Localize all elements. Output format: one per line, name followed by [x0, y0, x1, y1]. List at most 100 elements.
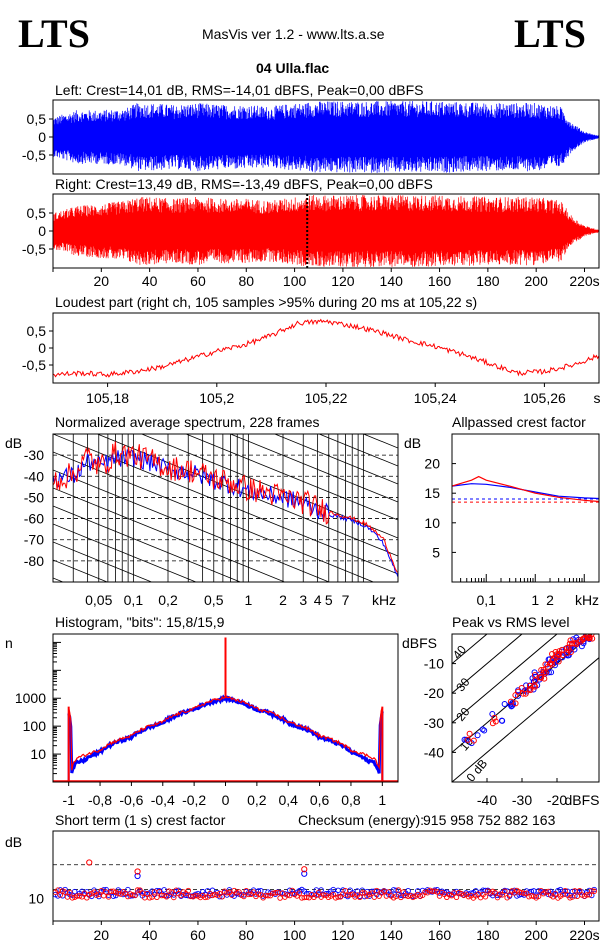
short-term-crest-outlier-left: [134, 872, 141, 880]
short-term-crest-xtick-label: 20: [94, 927, 110, 943]
short-term-crest-point-right: [146, 895, 153, 901]
short-term-crest-point-right: [398, 894, 404, 901]
short-term-crest-point-right: [499, 892, 506, 898]
peak-vs-rms-point-right: [466, 730, 473, 737]
short-term-crest-xtick-label: 200: [525, 927, 549, 943]
right-waveform-xtick-label: 160: [428, 273, 452, 289]
avg-spectrum-ytick-label: -60: [24, 511, 44, 527]
short-term-crest-point-left: [125, 886, 131, 893]
right-waveform-xtick-label: 60: [190, 273, 206, 289]
short-term-crest-point-right: [316, 889, 322, 896]
short-term-crest-xtick-label: 100: [283, 927, 307, 943]
peak-vs-rms-ytick-label: -40: [424, 744, 444, 760]
short-term-crest-point-right: [284, 892, 291, 898]
short-term-crest-xtick-label: 180: [476, 927, 500, 943]
avg-spectrum-slope: [53, 290, 398, 430]
short-term-crest-point-right: [219, 893, 225, 900]
short-term-crest-point-right: [482, 893, 489, 900]
short-term-crest-point-right: [144, 890, 150, 897]
short-term-crest-point-right: [373, 887, 380, 894]
short-term-crest-point-right: [453, 894, 460, 901]
short-term-crest-point-left: [482, 887, 489, 894]
peak-vs-rms-ytick-label: -10: [424, 656, 444, 672]
short-term-crest-point-left: [441, 889, 448, 896]
histogram-xtick-label: -1: [62, 792, 75, 808]
peak-vs-rms-point-right: [515, 688, 522, 695]
short-term-crest-point-right: [168, 889, 175, 895]
short-term-crest-point-right: [296, 890, 303, 896]
short-term-crest-point-right: [395, 887, 402, 893]
avg-spectrum-slope: [53, 487, 286, 582]
peak-vs-rms-xtick-label: -20: [547, 792, 567, 808]
right-waveform-xtick-label: 140: [380, 273, 404, 289]
short-term-crest-point-right: [369, 890, 375, 896]
allpassed-crest-ytick-label: 10: [424, 515, 440, 531]
short-term-crest-point-right: [521, 890, 527, 897]
short-term-crest-point-left: [303, 890, 310, 897]
short-term-crest-point-right: [129, 892, 136, 898]
allpassed-crest-ylabel: dB: [404, 435, 421, 451]
short-term-crest-point-right: [589, 888, 595, 894]
histogram-ytick-label: 10: [30, 746, 46, 762]
allpassed-crest-title: Allpassed crest factor: [452, 414, 586, 430]
short-term-crest-point-right: [320, 892, 327, 898]
loudest-part-xtick-label: 105,24: [414, 390, 457, 406]
peak-vs-rms-diagonal: [452, 634, 558, 724]
loudest-part-ytick-label: 0,5: [27, 323, 47, 339]
short-term-crest-point-right: [76, 893, 83, 899]
avg-spectrum-line-right: [52, 441, 399, 573]
allpassed-crest-ytick-label: 15: [424, 485, 440, 501]
peak-vs-rms-point-left: [461, 736, 468, 743]
avg-spectrum-xtick-label: 5: [325, 592, 333, 608]
left-waveform-group: [52, 101, 599, 173]
checksum-label: Checksum (energy):: [298, 812, 425, 828]
peak-vs-rms-frame: [451, 633, 600, 783]
histogram-xtick-label: 0,4: [278, 792, 298, 808]
peak-vs-rms-point-left: [530, 686, 537, 693]
avg-spectrum-ytick-label: -40: [24, 468, 44, 484]
right-waveform-xtick-label: 220s: [569, 273, 599, 289]
peak-vs-rms-point-right: [492, 718, 499, 725]
avg-spectrum-ytick-label: -80: [24, 553, 44, 569]
avg-spectrum-xtick-label: 3: [299, 592, 307, 608]
short-term-crest-point-right: [562, 887, 568, 894]
peak-vs-rms-point-left: [499, 717, 506, 724]
avg-spectrum-slope: [53, 469, 331, 582]
histogram-xtick-label: 0,8: [341, 792, 361, 808]
short-term-crest-point-left: [340, 887, 346, 893]
short-term-crest-ylabel: dB: [5, 834, 22, 850]
peak-vs-rms-point-right: [489, 720, 496, 727]
peak-vs-rms-point-right: [565, 644, 572, 651]
short-term-crest-point-right: [224, 889, 230, 896]
peak-vs-rms-xtick-label: -40: [477, 792, 497, 808]
histogram-xtick-label: 0: [222, 792, 230, 808]
short-term-crest-xtick-label: 160: [428, 927, 452, 943]
short-term-crest-point-right: [93, 892, 100, 898]
loudest-part-xtick-label: 105,26: [523, 390, 566, 406]
short-term-crest-xtick-label: 140: [380, 927, 404, 943]
short-term-crest-point-right: [115, 890, 121, 897]
peak-vs-rms-diagonal: [452, 634, 488, 665]
peak-vs-rms-point-right: [491, 714, 498, 721]
allpassed-crest-line-right: [451, 475, 600, 503]
peak-vs-rms-point-right: [540, 666, 547, 673]
avg-spectrum-slope: [53, 434, 398, 575]
avg-spectrum-grid: [52, 434, 399, 582]
short-term-crest-outlier-left: [301, 870, 308, 877]
peak-vs-rms-point-right: [532, 683, 539, 690]
peak-vs-rms-point-right: [549, 657, 556, 664]
short-term-crest-point-right: [98, 887, 105, 894]
short-term-crest-point-right: [202, 894, 208, 901]
loudest-part-line: [52, 318, 600, 378]
peak-vs-rms-diagonal: [452, 634, 593, 754]
peak-vs-rms-point-left: [523, 682, 530, 689]
peak-vs-rms-title: Peak vs RMS level: [452, 614, 570, 630]
loudest-part-xunit: s: [594, 390, 601, 406]
short-term-crest-point-right: [574, 893, 581, 900]
short-term-crest-point-right: [497, 891, 503, 897]
peak-vs-rms-diagonal-label: 40: [450, 642, 470, 661]
peak-vs-rms-point-right: [531, 672, 538, 679]
avg-spectrum-xtick-label: 7: [342, 592, 350, 608]
histogram-ylabel: n: [5, 635, 13, 651]
